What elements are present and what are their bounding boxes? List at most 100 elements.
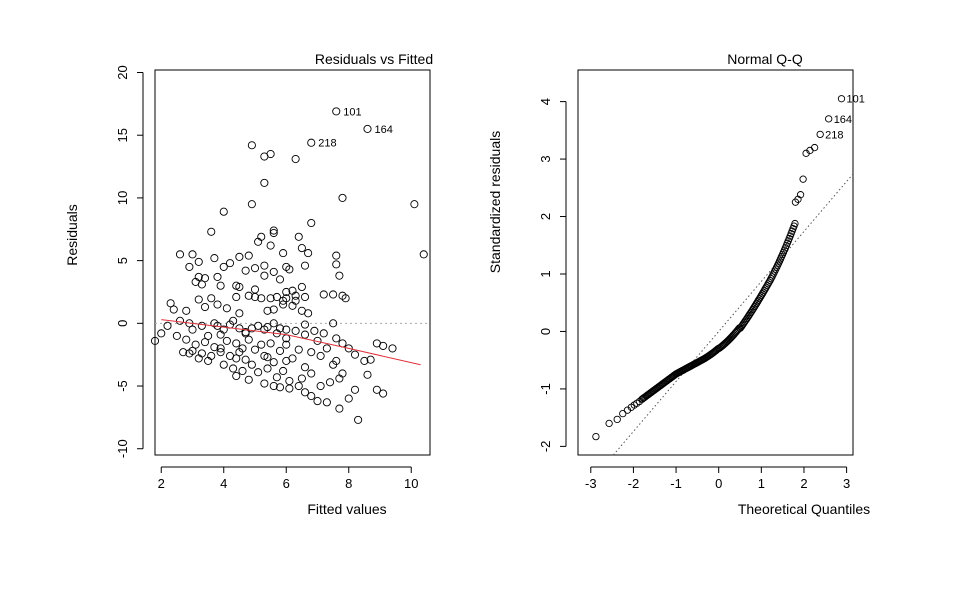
data-point <box>275 383 285 392</box>
data-point <box>266 241 275 250</box>
data-point <box>188 325 197 334</box>
data-point <box>194 295 203 304</box>
point-label: 164 <box>375 124 393 136</box>
data-point <box>279 300 288 309</box>
data-point <box>338 339 347 348</box>
data-point <box>235 348 244 357</box>
data-point <box>260 271 269 280</box>
normal-qq-panel: Normal Q-Q Theoretical Quantiles Standar… <box>487 51 870 517</box>
data-point <box>207 294 216 303</box>
data-point <box>254 237 263 246</box>
data-point <box>250 285 260 294</box>
data-point <box>260 379 269 388</box>
data-point <box>332 251 341 260</box>
y-tick-label: -5 <box>115 380 130 392</box>
data-point <box>269 226 278 235</box>
data-point <box>163 321 172 330</box>
data-point <box>307 348 316 357</box>
qq-point <box>619 409 627 418</box>
data-point <box>210 254 219 263</box>
qq-point <box>796 191 805 199</box>
data-point <box>219 262 228 271</box>
point-label: 101 <box>846 94 864 106</box>
qq-point <box>766 276 774 285</box>
plot-frame <box>154 69 431 456</box>
data-point <box>360 356 369 365</box>
x-tick-label: 8 <box>345 476 352 491</box>
data-point <box>263 323 272 332</box>
qq-point <box>613 415 621 424</box>
data-point <box>419 250 428 259</box>
data-point <box>332 260 341 269</box>
data-point <box>269 305 278 314</box>
data-point <box>335 404 344 413</box>
data-point <box>247 360 256 369</box>
data-point <box>185 349 194 358</box>
plot-frame <box>577 69 854 456</box>
data-point <box>322 344 331 353</box>
data-point <box>269 358 278 367</box>
x-tick-label: 1 <box>758 476 765 491</box>
data-point <box>307 218 316 228</box>
data-point <box>285 384 294 393</box>
data-point <box>213 300 222 309</box>
data-point <box>241 355 250 364</box>
data-point <box>307 138 316 147</box>
x-tick-label: 2 <box>158 476 165 491</box>
data-point <box>266 294 275 303</box>
data-point <box>316 351 325 360</box>
data-point <box>279 249 288 258</box>
data-point <box>307 369 316 378</box>
y-axis-label: Standardized residuals <box>487 131 503 273</box>
data-point <box>275 275 285 284</box>
qq-reference-line <box>612 173 854 456</box>
chart-title: Normal Q-Q <box>727 51 803 67</box>
data-point <box>232 371 241 381</box>
data-point <box>229 364 238 373</box>
data-point <box>238 366 247 376</box>
x-tick-label: 10 <box>404 476 418 491</box>
point-label: 218 <box>825 129 843 141</box>
qq-point <box>825 115 833 123</box>
data-point <box>200 302 210 312</box>
data-point <box>291 326 300 335</box>
data-point <box>304 309 313 318</box>
y-tick-label: 0 <box>115 320 130 327</box>
data-point <box>294 345 303 354</box>
data-point <box>216 344 225 353</box>
data-point <box>269 381 278 391</box>
data-point <box>191 340 200 349</box>
data-point <box>222 336 231 345</box>
y-tick-label: 1 <box>538 270 553 277</box>
data-point <box>254 368 263 377</box>
data-point <box>175 250 185 259</box>
x-axis-label: Fitted values <box>307 501 386 517</box>
data-point <box>266 339 275 348</box>
data-point <box>229 316 238 325</box>
qq-point <box>799 175 807 183</box>
data-point <box>319 329 328 338</box>
data-point <box>244 335 253 344</box>
data-point <box>179 348 188 357</box>
data-point <box>300 388 310 397</box>
data-point <box>363 124 372 133</box>
data-point <box>269 267 278 276</box>
data-point <box>204 331 213 340</box>
data-point <box>263 306 272 315</box>
data-point <box>354 415 363 424</box>
qq-point <box>816 130 824 139</box>
data-point <box>297 282 306 292</box>
data-point <box>197 321 206 330</box>
data-point <box>300 330 310 339</box>
data-point <box>254 321 263 330</box>
qq-point <box>635 397 644 406</box>
data-point <box>175 316 185 325</box>
data-point <box>279 296 288 305</box>
data-point <box>275 346 285 355</box>
data-point <box>219 207 228 216</box>
data-point <box>219 360 228 369</box>
data-point <box>225 259 235 268</box>
data-point <box>200 338 210 347</box>
data-point <box>150 336 160 345</box>
chart-title: Residuals vs Fitted <box>315 51 433 67</box>
